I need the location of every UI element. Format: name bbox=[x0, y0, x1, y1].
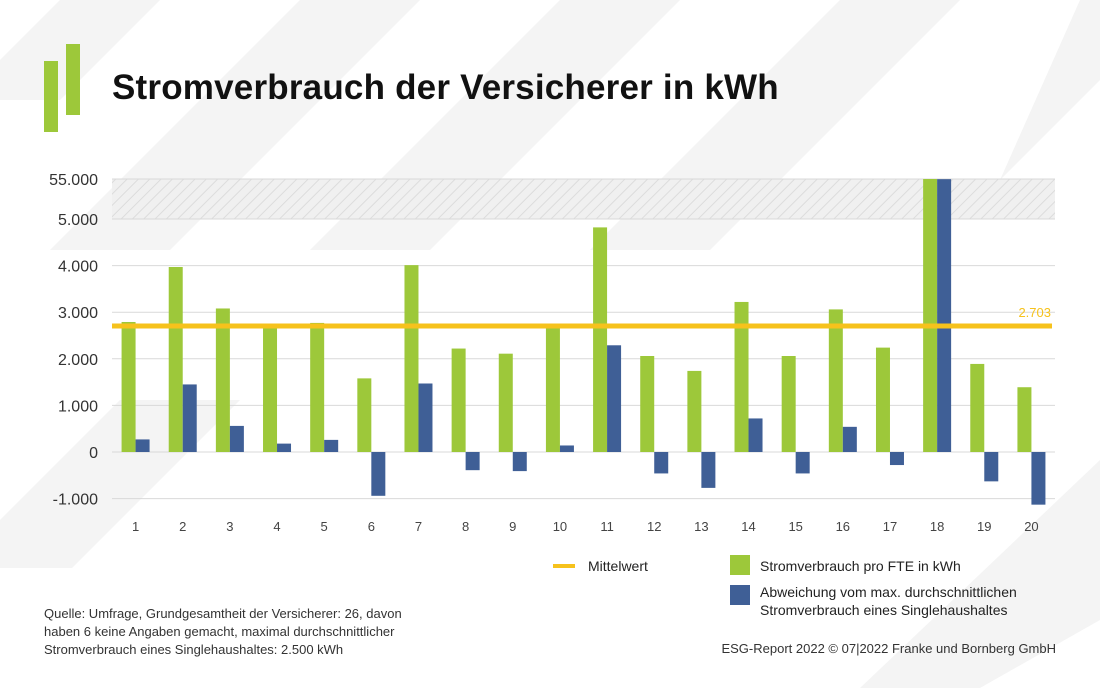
x-tick-label: 13 bbox=[694, 519, 708, 534]
bar-consumption bbox=[970, 363, 985, 452]
bar-consumption bbox=[357, 378, 372, 452]
source-note: Quelle: Umfrage, Grundgesamtheit der Ver… bbox=[44, 605, 474, 659]
x-tick-label: 3 bbox=[226, 519, 233, 534]
x-tick-label: 6 bbox=[368, 519, 375, 534]
x-tick-label: 19 bbox=[977, 519, 991, 534]
legend-green-swatch bbox=[730, 555, 750, 575]
bar-consumption bbox=[781, 356, 796, 452]
bar-consumption bbox=[734, 301, 749, 452]
bar-consumption bbox=[828, 309, 843, 452]
bar-deviation bbox=[277, 443, 292, 452]
x-tick-label: 9 bbox=[509, 519, 516, 534]
bar-consumption bbox=[215, 308, 230, 452]
bar-deviation bbox=[559, 445, 574, 452]
y-tick-label: -1.000 bbox=[53, 492, 98, 509]
logo-bar-left bbox=[44, 61, 58, 132]
x-tick-label: 16 bbox=[836, 519, 850, 534]
logo-bar-right bbox=[66, 44, 80, 115]
axis-break-zone bbox=[112, 179, 1055, 219]
y-tick-label: 4.000 bbox=[58, 259, 98, 276]
x-tick-label: 11 bbox=[600, 519, 614, 534]
bar-deviation bbox=[135, 439, 150, 452]
bar-deviation bbox=[937, 179, 952, 452]
x-tick-label: 1 bbox=[132, 519, 139, 534]
bar-consumption bbox=[404, 265, 419, 452]
bar-deviation bbox=[795, 452, 810, 474]
x-tick-label: 18 bbox=[930, 519, 944, 534]
x-tick-label: 8 bbox=[462, 519, 469, 534]
legend-blue-swatch bbox=[730, 585, 750, 605]
bar-consumption bbox=[310, 322, 325, 452]
y-tick-label: 5.000 bbox=[58, 212, 98, 229]
bar-deviation bbox=[465, 452, 480, 471]
x-tick-label: 15 bbox=[788, 519, 802, 534]
bar-consumption bbox=[687, 370, 702, 452]
bar-deviation bbox=[748, 418, 763, 452]
x-tick-label: 5 bbox=[321, 519, 328, 534]
source-line-1: Quelle: Umfrage, Grundgesamtheit der Ver… bbox=[44, 606, 402, 621]
bar-deviation bbox=[1031, 452, 1046, 505]
bar-deviation bbox=[889, 452, 904, 466]
y-tick-label: 3.000 bbox=[58, 305, 98, 322]
bar-consumption bbox=[168, 266, 183, 452]
bar-deviation bbox=[324, 439, 339, 452]
bar-consumption bbox=[451, 348, 466, 452]
legend-blue-label-1: Abweichung vom max. durchschnittlichen bbox=[760, 584, 1017, 600]
bar-deviation bbox=[418, 383, 433, 452]
source-line-2: haben 6 keine Angaben gemacht, maximal d… bbox=[44, 624, 395, 639]
x-tick-label: 17 bbox=[883, 519, 897, 534]
source-line-3: Stromverbrauch eines Singlehaushaltes: 2… bbox=[44, 642, 344, 657]
legend-green-label: Stromverbrauch pro FTE in kWh bbox=[760, 558, 961, 574]
bar-deviation bbox=[701, 452, 716, 488]
bar-consumption bbox=[1017, 387, 1032, 452]
bar-deviation bbox=[512, 452, 527, 472]
bar-deviation bbox=[371, 452, 386, 496]
y-tick-label: 55.000 bbox=[49, 172, 98, 189]
bar-deviation bbox=[984, 452, 999, 482]
x-tick-label: 20 bbox=[1024, 519, 1038, 534]
bar-deviation bbox=[654, 452, 669, 474]
bar-consumption bbox=[875, 347, 890, 452]
y-tick-label: 1.000 bbox=[58, 398, 98, 415]
legend-blue-label-2: Stromverbrauch eines Singlehaushaltes bbox=[760, 602, 1008, 618]
page-title: Stromverbrauch der Versicherer in kWh bbox=[112, 68, 779, 107]
bar-deviation bbox=[842, 426, 857, 452]
y-tick-label: 0 bbox=[89, 445, 98, 462]
bar-consumption bbox=[545, 326, 560, 452]
bar-deviation bbox=[607, 345, 622, 452]
mean-value-label: 2.703 bbox=[1018, 305, 1051, 320]
legend-mean-swatch bbox=[553, 564, 575, 568]
bar-deviation bbox=[229, 425, 244, 452]
bar-consumption bbox=[121, 321, 136, 452]
x-tick-label: 14 bbox=[741, 519, 755, 534]
y-tick-label: 2.000 bbox=[58, 352, 98, 369]
footer-copyright: ESG-Report 2022 © 07|2022 Franke und Bor… bbox=[721, 641, 1056, 656]
x-tick-label: 10 bbox=[553, 519, 567, 534]
bar-consumption bbox=[263, 325, 278, 452]
bar-consumption bbox=[640, 356, 655, 452]
x-tick-label: 2 bbox=[179, 519, 186, 534]
bar-deviation bbox=[182, 384, 197, 452]
legend-mean-label: Mittelwert bbox=[588, 558, 648, 574]
bar-consumption bbox=[593, 227, 608, 452]
bar-consumption bbox=[923, 179, 938, 452]
x-tick-label: 12 bbox=[647, 519, 661, 534]
x-tick-label: 7 bbox=[415, 519, 422, 534]
bar-consumption bbox=[498, 353, 513, 452]
x-tick-label: 4 bbox=[273, 519, 280, 534]
